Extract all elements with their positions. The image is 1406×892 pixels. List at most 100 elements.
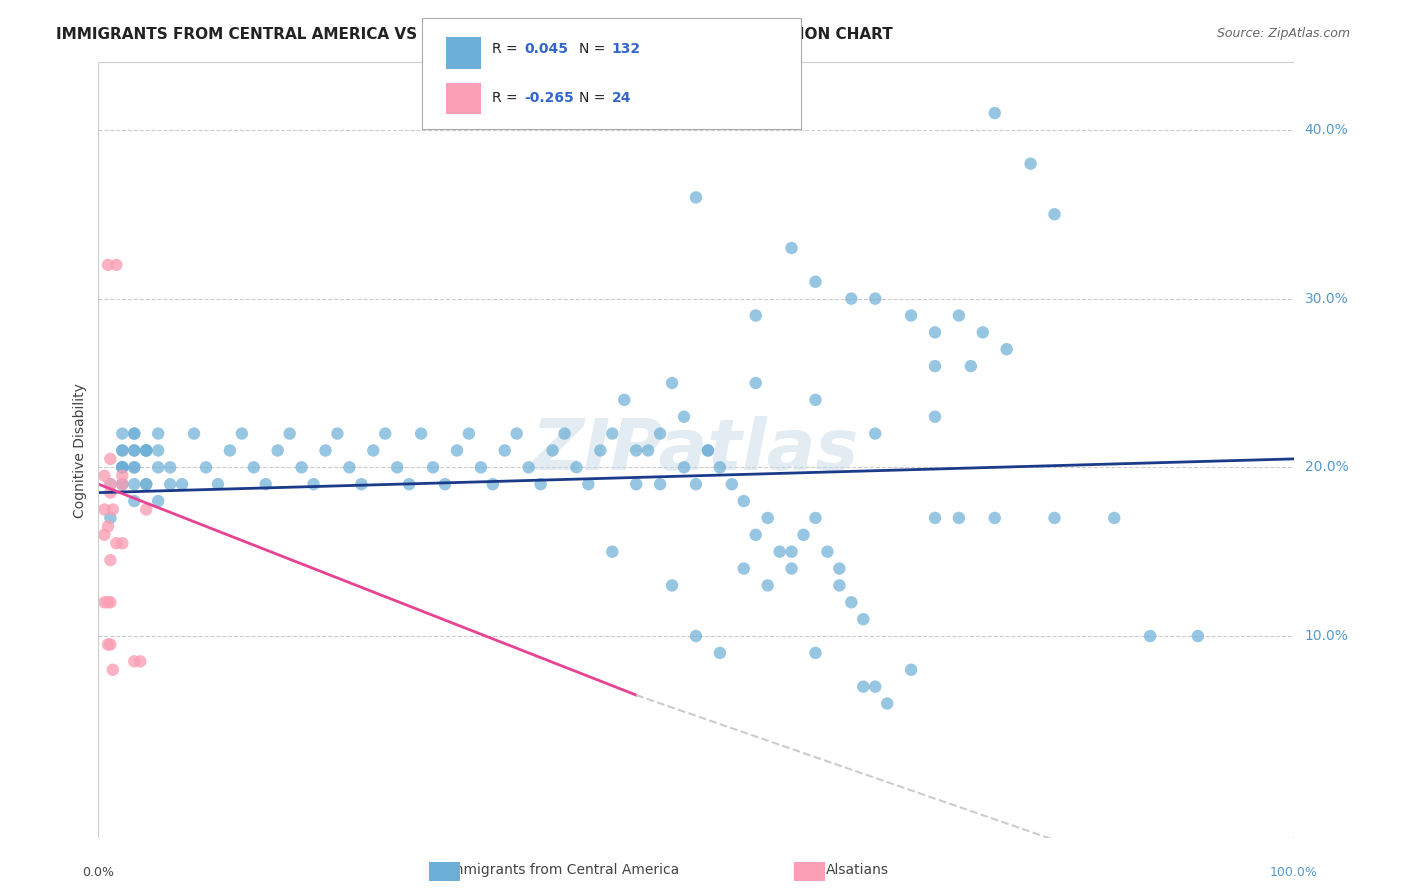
Point bbox=[530, 477, 553, 491]
Point bbox=[804, 511, 827, 525]
Point bbox=[1187, 629, 1209, 643]
Point bbox=[948, 511, 970, 525]
Point bbox=[101, 502, 124, 516]
Text: Source: ZipAtlas.com: Source: ZipAtlas.com bbox=[1216, 27, 1350, 40]
Point bbox=[458, 426, 481, 441]
Point bbox=[924, 326, 946, 340]
Point bbox=[148, 460, 170, 475]
Point bbox=[685, 190, 707, 204]
Point bbox=[637, 443, 659, 458]
Point bbox=[93, 595, 115, 609]
Point bbox=[804, 392, 827, 407]
Point bbox=[315, 443, 337, 458]
Point bbox=[326, 426, 349, 441]
Point bbox=[195, 460, 218, 475]
Point bbox=[148, 443, 170, 458]
Point bbox=[97, 637, 120, 651]
Point bbox=[900, 663, 922, 677]
Point bbox=[852, 612, 875, 626]
Point bbox=[111, 460, 134, 475]
Point bbox=[1139, 629, 1161, 643]
Point bbox=[124, 494, 146, 508]
Point bbox=[350, 477, 373, 491]
Point bbox=[554, 426, 576, 441]
Point bbox=[98, 553, 122, 567]
Point bbox=[98, 511, 122, 525]
Point bbox=[865, 426, 887, 441]
Text: 132: 132 bbox=[612, 42, 641, 56]
Point bbox=[124, 654, 146, 668]
Point bbox=[613, 392, 636, 407]
Point bbox=[804, 275, 827, 289]
Text: Immigrants from Central America: Immigrants from Central America bbox=[446, 863, 679, 877]
Point bbox=[756, 578, 779, 592]
Text: ZIPatlas: ZIPatlas bbox=[533, 416, 859, 485]
Point bbox=[302, 477, 325, 491]
Text: 0.045: 0.045 bbox=[524, 42, 568, 56]
Point bbox=[685, 477, 707, 491]
Point bbox=[135, 443, 157, 458]
Point bbox=[101, 663, 124, 677]
Point bbox=[148, 426, 170, 441]
Point bbox=[267, 443, 290, 458]
Point bbox=[626, 477, 648, 491]
Point bbox=[105, 258, 128, 272]
Point bbox=[709, 460, 731, 475]
Point bbox=[363, 443, 385, 458]
Point bbox=[124, 426, 146, 441]
Point bbox=[804, 646, 827, 660]
Point bbox=[733, 561, 755, 575]
Point bbox=[97, 519, 120, 533]
Point bbox=[900, 309, 922, 323]
Text: R =: R = bbox=[492, 91, 522, 105]
Point bbox=[98, 477, 122, 491]
Point bbox=[865, 680, 887, 694]
Point bbox=[291, 460, 314, 475]
Point bbox=[98, 595, 122, 609]
Point bbox=[745, 528, 768, 542]
Point bbox=[98, 485, 122, 500]
Text: 24: 24 bbox=[612, 91, 631, 105]
Point bbox=[1019, 156, 1042, 170]
Point bbox=[1104, 511, 1126, 525]
Point bbox=[721, 477, 744, 491]
Point bbox=[97, 595, 120, 609]
Point bbox=[494, 443, 516, 458]
Point bbox=[422, 460, 444, 475]
Point bbox=[135, 477, 157, 491]
Point bbox=[589, 443, 612, 458]
Point bbox=[780, 241, 803, 255]
Y-axis label: Cognitive Disability: Cognitive Disability bbox=[73, 383, 87, 518]
Text: 30.0%: 30.0% bbox=[1305, 292, 1348, 306]
Point bbox=[278, 426, 301, 441]
Point bbox=[374, 426, 396, 441]
Point bbox=[828, 561, 851, 575]
Point bbox=[231, 426, 253, 441]
Point bbox=[172, 477, 194, 491]
Text: IMMIGRANTS FROM CENTRAL AMERICA VS ALSATIAN COGNITIVE DISABILITY CORRELATION CHA: IMMIGRANTS FROM CENTRAL AMERICA VS ALSAT… bbox=[56, 27, 893, 42]
Point bbox=[578, 477, 600, 491]
Text: 40.0%: 40.0% bbox=[1305, 123, 1348, 136]
Point bbox=[924, 511, 946, 525]
Point bbox=[709, 646, 731, 660]
Text: 10.0%: 10.0% bbox=[1305, 629, 1348, 643]
Text: N =: N = bbox=[579, 91, 610, 105]
Text: 20.0%: 20.0% bbox=[1305, 460, 1348, 475]
Point bbox=[124, 477, 146, 491]
Point bbox=[111, 460, 134, 475]
Point bbox=[948, 309, 970, 323]
Point bbox=[481, 477, 505, 491]
Point bbox=[135, 502, 157, 516]
Point bbox=[124, 460, 146, 475]
Point bbox=[434, 477, 457, 491]
Point bbox=[995, 343, 1018, 357]
Point bbox=[661, 578, 683, 592]
Point bbox=[960, 359, 983, 373]
Point bbox=[98, 477, 122, 491]
Point bbox=[446, 443, 468, 458]
Point bbox=[541, 443, 564, 458]
Point bbox=[339, 460, 361, 475]
Point bbox=[124, 443, 146, 458]
Point bbox=[924, 409, 946, 424]
Point bbox=[159, 460, 181, 475]
